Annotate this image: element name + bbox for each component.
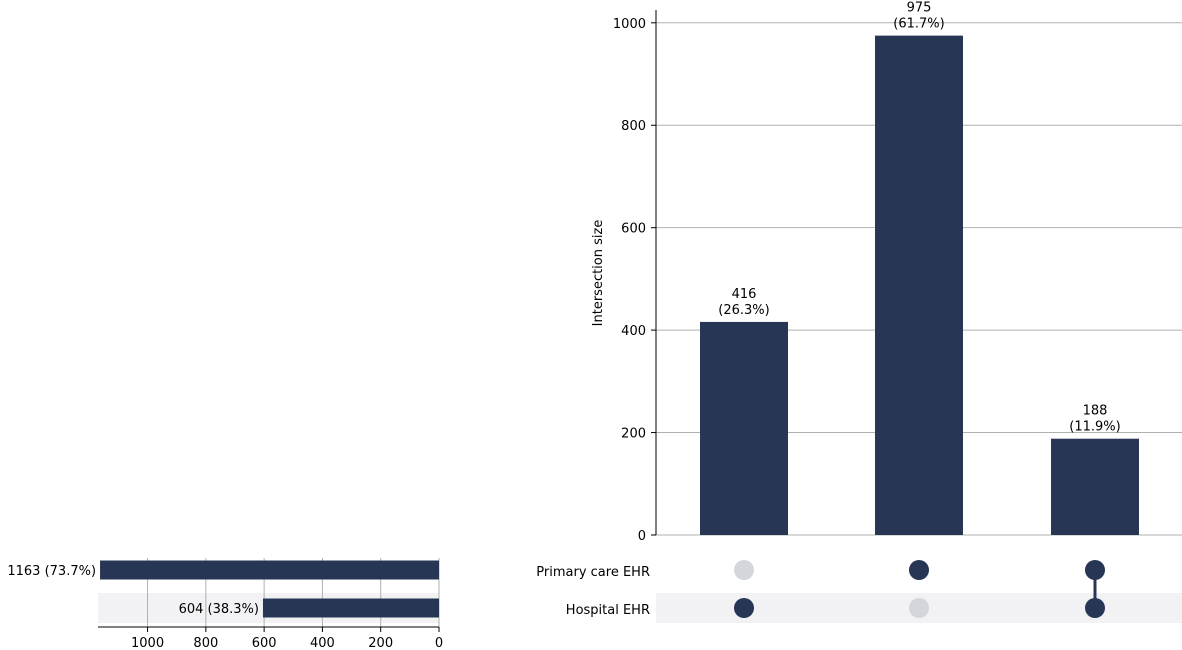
set-size-tick-label: 200 (368, 636, 393, 650)
grid-layer (147, 22, 1182, 632)
set-size-tick-label: 600 (252, 636, 277, 650)
intersection-count-label: 975 (907, 1, 932, 16)
y-tick-label: 0 (638, 529, 646, 544)
set-size-bar (100, 560, 440, 580)
labels-layer: 0 200 400 600 800 1000 0 200 400 600 800 1000 416(26… (7, 1, 1120, 650)
matrix-dot-inactive (734, 560, 754, 580)
matrix-dot-inactive (909, 598, 929, 618)
matrix-dot-active (1085, 598, 1105, 618)
set-size-bar (262, 598, 439, 618)
y-tick-label: 200 (621, 427, 646, 442)
intersection-count-label: 416 (732, 287, 757, 302)
bars-layer (100, 35, 1139, 618)
intersection-percent-label: (11.9%) (1069, 420, 1120, 435)
y-tick-label: 400 (621, 324, 646, 339)
matrix-dot-active (909, 560, 929, 580)
set-size-label: 604 (38.3%) (179, 602, 259, 617)
intersection-bar (1051, 438, 1139, 535)
intersection-bar (700, 321, 788, 535)
set-size-tick-label: 400 (310, 636, 335, 650)
matrix-dot-active (734, 598, 754, 618)
set-name-label: Hospital EHR (566, 603, 650, 618)
set-size-tick-label: 1000 (131, 636, 164, 650)
y-tick-label: 600 (621, 222, 646, 237)
y-axis-label: Intersection size (591, 220, 606, 327)
intersection-percent-label: (26.3%) (718, 303, 769, 318)
intersection-bar (875, 35, 963, 536)
y-tick-label: 800 (621, 119, 646, 134)
intersection-percent-label: (61.7%) (893, 17, 944, 32)
matrix-layer (734, 560, 1105, 618)
matrix-dot-active (1085, 560, 1105, 580)
set-size-tick-label: 0 (435, 636, 443, 650)
set-size-tick-label: 800 (193, 636, 218, 650)
intersection-count-label: 188 (1083, 404, 1108, 419)
axes-layer: Intersection size (98, 10, 657, 628)
y-tick-label: 1000 (613, 17, 646, 32)
set-size-label: 1163 (73.7%) (7, 564, 96, 579)
set-name-label: Primary care EHR (536, 565, 650, 580)
